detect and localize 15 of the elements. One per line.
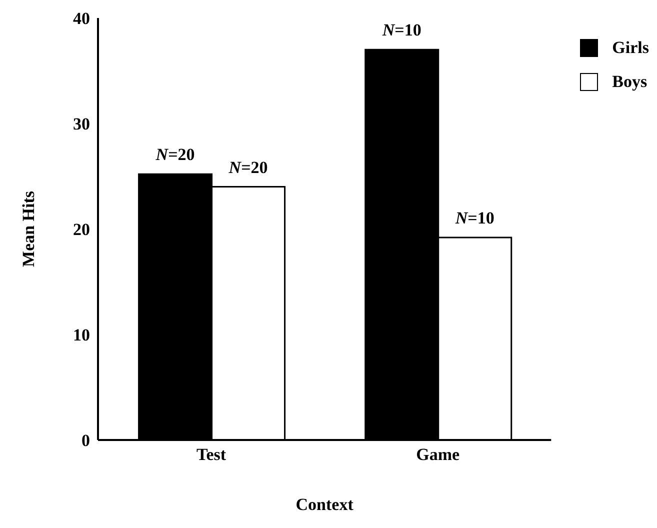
x-axis-title: Context — [296, 495, 354, 514]
y-tick-label: 30 — [73, 114, 90, 134]
y-tick-label: 40 — [73, 9, 90, 28]
x-tick-label: Test — [196, 445, 226, 464]
annotation: N=10 — [454, 208, 494, 228]
annotation: N=10 — [381, 20, 422, 40]
y-tick-label: 20 — [73, 220, 90, 240]
legend-label: Girls — [612, 38, 649, 58]
y-tick-label: 0 — [82, 431, 90, 450]
annotation: N=20 — [228, 158, 268, 177]
y-tick-label: 10 — [73, 326, 90, 345]
x-tick-label: Game — [416, 445, 460, 464]
legend-label: Boys — [612, 72, 648, 92]
annotation: N=20 — [154, 145, 195, 164]
y-axis-title: Mean Hits — [19, 190, 38, 268]
